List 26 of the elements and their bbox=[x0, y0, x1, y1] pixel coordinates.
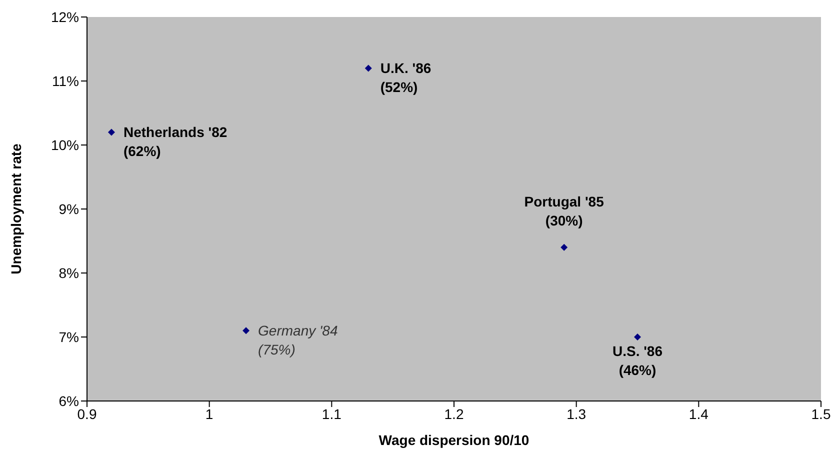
x-tick-label: 1.2 bbox=[444, 406, 464, 422]
point bbox=[634, 334, 641, 340]
point bbox=[364, 64, 372, 72]
y-tick-label: 7% bbox=[58, 328, 79, 345]
y-tick-label: 9% bbox=[58, 200, 79, 217]
y-tick-label: 8% bbox=[58, 264, 79, 281]
x-tick-label: 1.3 bbox=[566, 406, 586, 422]
point bbox=[242, 327, 250, 334]
y-axis-title: Unemployment rate bbox=[8, 143, 24, 274]
y-tick-label: 11% bbox=[52, 72, 79, 89]
x-tick-label: 1.1 bbox=[322, 406, 342, 422]
point bbox=[108, 128, 115, 136]
annotation: U.S. '86 (46%) bbox=[612, 343, 663, 378]
x-tick-label: 1.5 bbox=[811, 406, 831, 422]
annotation: U.K. '86 (52%) bbox=[380, 60, 432, 96]
y-tick-label: 10% bbox=[50, 136, 79, 153]
annotation: Netherlands '82 (62%) bbox=[123, 124, 228, 160]
x-axis-title: Wage dispersion 90/10 bbox=[378, 432, 530, 448]
x-tick-label: 1 bbox=[205, 406, 214, 422]
x-tick-label: 0.9 bbox=[77, 406, 97, 422]
x-tick-label: 1.4 bbox=[688, 406, 709, 422]
y-tick-label: 6% bbox=[58, 392, 79, 409]
annotation: Portugal '85 (30%) bbox=[524, 193, 604, 228]
y-tick-label: 12% bbox=[50, 8, 79, 25]
point bbox=[560, 244, 568, 251]
annotation: Germany '84 (75%) bbox=[258, 322, 338, 358]
